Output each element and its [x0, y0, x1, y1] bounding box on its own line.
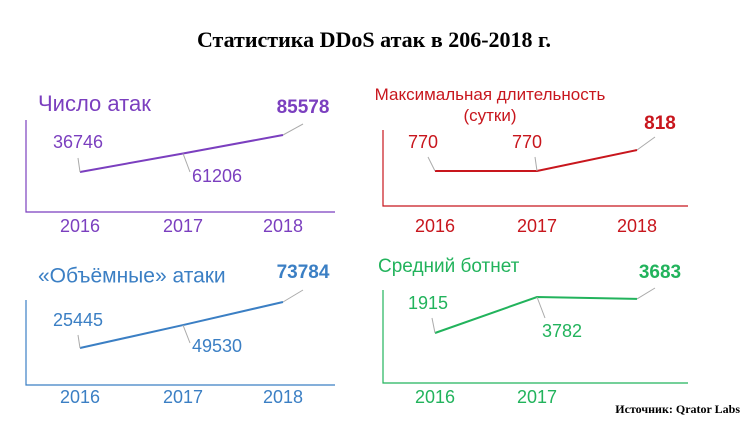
axis — [25, 120, 335, 213]
leader-line — [636, 287, 656, 300]
data-label: 1915 — [408, 293, 448, 313]
panel-title: Число атак — [38, 91, 151, 116]
leader-line — [536, 296, 546, 319]
leader-line — [282, 123, 304, 136]
leader-line — [636, 136, 656, 151]
data-label: 61206 — [192, 166, 242, 186]
leader-line — [182, 153, 191, 173]
x-tick-label: 2016 — [60, 387, 100, 407]
axis — [382, 130, 688, 207]
x-tick-label: 2017 — [517, 216, 557, 236]
leader-line — [431, 317, 436, 334]
data-label: 3782 — [542, 321, 582, 341]
x-tick-label: 2018 — [263, 216, 303, 236]
leader-line — [77, 157, 81, 173]
axis — [25, 300, 335, 386]
data-label: 3683 — [639, 262, 681, 283]
x-tick-label: 2017 — [163, 387, 203, 407]
x-tick-label: 2016 — [415, 387, 455, 407]
data-label: 25445 — [53, 310, 103, 330]
source: Источник: Qrator Labs — [615, 402, 740, 416]
page-title: Статистика DDoS атак в 206-2018 г. — [197, 27, 551, 52]
x-tick-label: 2016 — [415, 216, 455, 236]
leader-line — [427, 156, 436, 172]
line — [79, 301, 284, 349]
data-label: 770 — [408, 132, 438, 152]
data-label: 818 — [644, 113, 676, 134]
x-tick-label: 2018 — [617, 216, 657, 236]
axis — [382, 290, 688, 384]
x-tick-label: 2017 — [517, 387, 557, 407]
panel-title: Средний ботнет — [378, 256, 520, 277]
panel-title: Максимальная длительность (сутки) — [374, 85, 606, 125]
data-label: 73784 — [277, 262, 330, 283]
line — [79, 134, 284, 173]
leader-line — [77, 334, 81, 349]
data-label: 36746 — [53, 132, 103, 152]
data-label: 85578 — [277, 97, 330, 118]
line — [434, 295, 638, 334]
leader-line — [282, 289, 304, 303]
leader-line — [182, 324, 191, 344]
x-tick-label: 2016 — [60, 216, 100, 236]
x-tick-label: 2018 — [263, 387, 303, 407]
leader-line — [534, 156, 538, 172]
data-label: 770 — [512, 132, 542, 152]
panel-title: «Объёмные» атаки — [38, 265, 226, 288]
x-tick-label: 2017 — [163, 216, 203, 236]
data-label: 49530 — [192, 336, 242, 356]
